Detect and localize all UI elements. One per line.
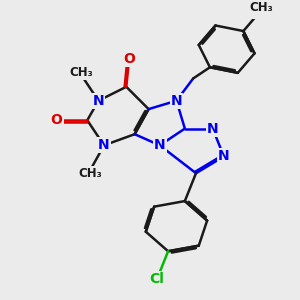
- Text: N: N: [93, 94, 104, 108]
- Text: CH₃: CH₃: [70, 66, 94, 80]
- Text: N: N: [98, 138, 110, 152]
- Text: Cl: Cl: [149, 272, 164, 286]
- Text: N: N: [218, 149, 230, 164]
- Text: O: O: [123, 52, 135, 66]
- Text: CH₃: CH₃: [78, 167, 102, 180]
- Text: CH₃: CH₃: [250, 1, 273, 14]
- Text: O: O: [51, 113, 63, 127]
- Text: N: N: [154, 138, 166, 152]
- Text: N: N: [207, 122, 218, 136]
- Text: N: N: [171, 94, 182, 108]
